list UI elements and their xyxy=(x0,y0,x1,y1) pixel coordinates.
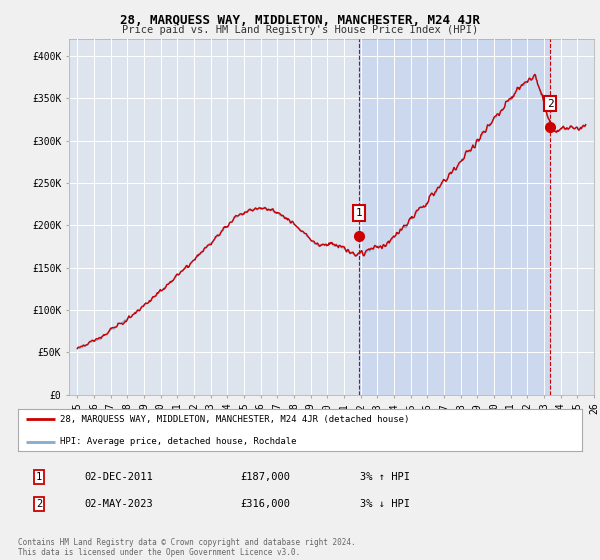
Text: 1: 1 xyxy=(356,208,363,218)
Text: 3% ↓ HPI: 3% ↓ HPI xyxy=(360,499,410,509)
Text: £316,000: £316,000 xyxy=(240,499,290,509)
Text: 3% ↑ HPI: 3% ↑ HPI xyxy=(360,472,410,482)
Text: Price paid vs. HM Land Registry's House Price Index (HPI): Price paid vs. HM Land Registry's House … xyxy=(122,25,478,35)
Text: HPI: Average price, detached house, Rochdale: HPI: Average price, detached house, Roch… xyxy=(60,437,297,446)
Text: 2: 2 xyxy=(547,99,554,109)
Bar xyxy=(359,39,550,395)
Text: 02-MAY-2023: 02-MAY-2023 xyxy=(84,499,153,509)
Text: 2: 2 xyxy=(36,499,42,509)
Text: 02-DEC-2011: 02-DEC-2011 xyxy=(84,472,153,482)
Text: 1: 1 xyxy=(36,472,42,482)
Text: 28, MARQUESS WAY, MIDDLETON, MANCHESTER, M24 4JR (detached house): 28, MARQUESS WAY, MIDDLETON, MANCHESTER,… xyxy=(60,415,410,424)
Text: 28, MARQUESS WAY, MIDDLETON, MANCHESTER, M24 4JR: 28, MARQUESS WAY, MIDDLETON, MANCHESTER,… xyxy=(120,14,480,27)
Text: £187,000: £187,000 xyxy=(240,472,290,482)
Text: Contains HM Land Registry data © Crown copyright and database right 2024.
This d: Contains HM Land Registry data © Crown c… xyxy=(18,538,356,557)
